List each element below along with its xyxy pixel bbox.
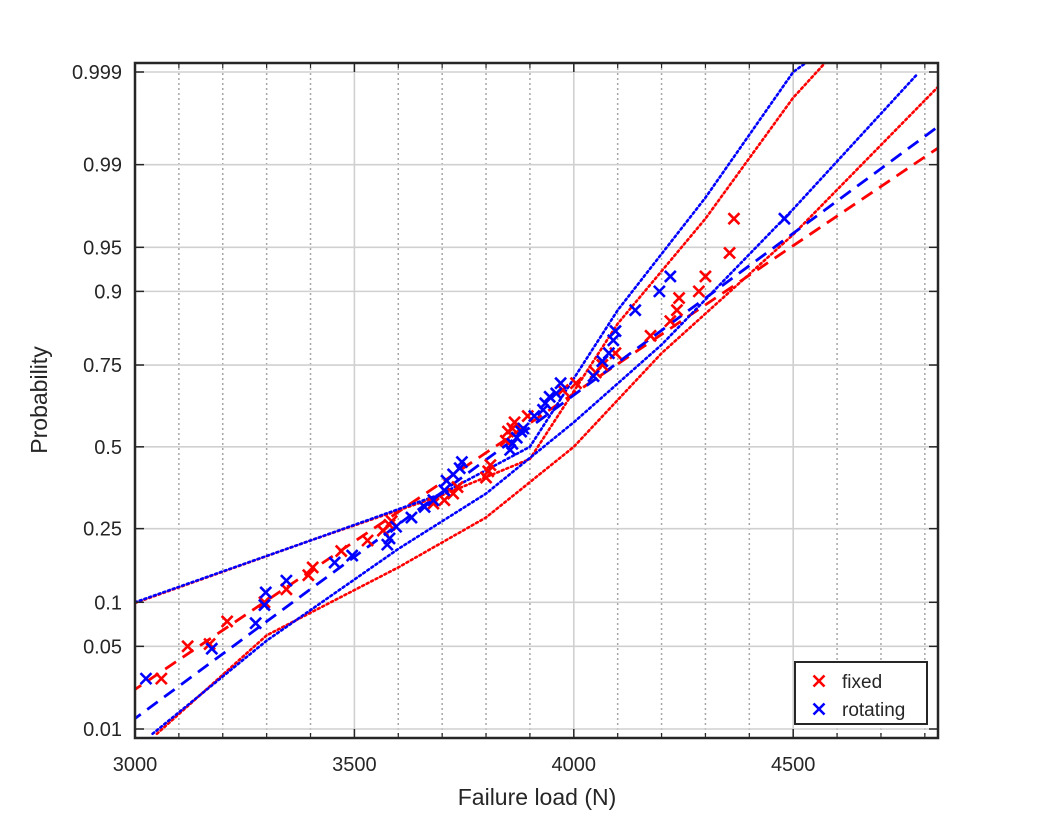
y-tick-label: 0.01 [83, 719, 122, 741]
fixed-data-point [663, 314, 677, 328]
plot-area [135, 63, 938, 738]
data-layer [135, 63, 938, 736]
tick-labels: 3000 3500 4000 4500 0.01 0.05 0.1 0.25 0.5 0.75 0.… [72, 62, 816, 776]
y-tick-label: 0.999 [72, 62, 122, 84]
legend-label-rotating: rotating [842, 700, 905, 721]
rotating-data-point [549, 387, 563, 400]
rotating-data-point [652, 284, 666, 298]
y-tick-label: 0.95 [83, 237, 122, 259]
rotating-data-point [455, 455, 469, 469]
x-tick-label: 3500 [332, 754, 377, 776]
y-tick-label: 0.25 [83, 519, 122, 541]
y-tick-label: 0.5 [94, 437, 122, 459]
fixed-data-point [451, 480, 464, 494]
tick-marks [134, 63, 938, 738]
legend-box [794, 661, 928, 725]
x-tick-label: 4500 [771, 754, 816, 776]
rotating-data-point [602, 346, 616, 360]
fixed-data-point [699, 269, 712, 283]
rotating-data-point [628, 303, 642, 317]
rotating-confidence-bound-lower [151, 74, 918, 736]
rotating-data-point [258, 598, 271, 612]
fixed-data-point [672, 291, 686, 305]
fixed-data-point [334, 544, 348, 558]
fixed-data-point [727, 212, 741, 226]
rotating-data-point [587, 369, 600, 383]
y-tick-label: 0.05 [83, 636, 122, 658]
fixed-data-point [508, 415, 521, 429]
fixed-data-point [426, 497, 440, 510]
rotating-data-point [516, 422, 530, 435]
plot-frame [133, 61, 940, 740]
fixed-data-point [723, 246, 736, 260]
rotating-data-point [139, 672, 153, 686]
rotating-data-point [259, 586, 273, 599]
rotating-data-point [328, 556, 342, 569]
fixed-data-point [446, 487, 460, 500]
rotating-data-point [609, 324, 622, 338]
y-tick-label: 0.9 [94, 281, 122, 303]
legend-marker-rotating [812, 702, 826, 716]
legend-marker-fixed [812, 674, 826, 688]
fixed-data-point [306, 561, 320, 574]
rotating-data-point [389, 520, 403, 534]
y-tick-label: 0.1 [94, 592, 122, 614]
rotating-data-point [606, 333, 620, 347]
grid [134, 63, 938, 738]
y-tick-label: 0.75 [83, 355, 122, 377]
rotating-data-point [426, 493, 440, 507]
x-tick-label: 3000 [113, 754, 158, 776]
rotating-data-point [249, 616, 263, 630]
fixed-data-point [692, 284, 706, 298]
rotating-data-point [418, 500, 432, 514]
rotating-confidence-bound-upper [135, 63, 808, 604]
fixed-data-point [301, 568, 315, 582]
rotating-data-point [383, 532, 396, 545]
rotating-data-point [543, 390, 557, 404]
rotating-data-point [538, 396, 552, 410]
x-axis-title: Failure load (N) [458, 784, 617, 810]
rotating-data-point [554, 376, 568, 390]
rotating-data-point [345, 549, 359, 562]
fixed-data-point [361, 534, 374, 547]
rotating-data-point [437, 483, 451, 497]
fixed-data-point [181, 639, 195, 653]
fixed-data-point [569, 376, 583, 390]
fixed-data-point [258, 595, 271, 609]
rotating-data-point [778, 212, 791, 226]
rotating-data-point [527, 409, 541, 423]
fixed-data-point [437, 493, 451, 507]
y-axis-title: Probability [26, 346, 52, 454]
fixed-data-point [154, 672, 168, 686]
y-tick-label: 0.99 [83, 155, 122, 177]
rotating-data-point [205, 642, 219, 656]
fixed-data-point [484, 458, 497, 472]
fixed-data-point [595, 358, 609, 372]
x-tick-label: 4000 [552, 754, 597, 776]
fixed-data-point [670, 303, 684, 317]
fixed-data-point [499, 434, 513, 448]
rotating-data-point [405, 511, 418, 524]
legend-label-fixed: fixed [842, 672, 882, 693]
legend: fixed rotating [794, 661, 928, 725]
rotating-data-point [279, 574, 293, 588]
fixed-data-point [220, 615, 234, 628]
fixed-data-point [644, 329, 658, 343]
rotating-data-point [663, 269, 677, 283]
